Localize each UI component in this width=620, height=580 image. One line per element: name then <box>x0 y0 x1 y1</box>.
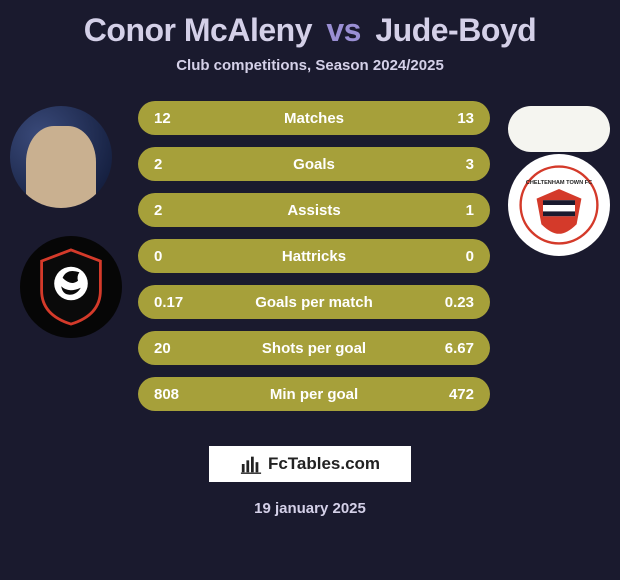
stat-value-p1: 2 <box>154 156 214 173</box>
stat-value-p1: 0 <box>154 248 214 265</box>
stat-value-p1: 2 <box>154 202 214 219</box>
stat-row: 2Assists1 <box>138 193 490 227</box>
stat-row: 2Goals3 <box>138 147 490 181</box>
stat-label: Assists <box>214 202 414 219</box>
bar-chart-icon <box>240 453 262 475</box>
shield-lion-icon <box>36 247 106 327</box>
stat-row: 12Matches13 <box>138 101 490 135</box>
stat-value-p1: 20 <box>154 340 214 357</box>
stat-label: Hattricks <box>214 248 414 265</box>
player2-name: Jude-Boyd <box>375 12 536 48</box>
stat-row: 808Min per goal472 <box>138 377 490 411</box>
club-crest-icon: CHELTENHAM TOWN FC <box>519 165 599 245</box>
player2-club-badge: CHELTENHAM TOWN FC <box>508 154 610 256</box>
subtitle: Club competitions, Season 2024/2025 <box>0 57 620 74</box>
stat-label: Matches <box>214 110 414 127</box>
source-badge: FcTables.com <box>207 444 413 484</box>
stat-value-p1: 0.17 <box>154 294 214 311</box>
stat-value-p1: 808 <box>154 386 214 403</box>
stat-label: Goals <box>214 156 414 173</box>
source-label: FcTables.com <box>268 454 380 474</box>
stat-label: Shots per goal <box>214 340 414 357</box>
stat-value-p2: 0.23 <box>414 294 474 311</box>
stat-value-p2: 13 <box>414 110 474 127</box>
stat-value-p2: 472 <box>414 386 474 403</box>
player2-avatar <box>508 106 610 152</box>
stat-value-p2: 6.67 <box>414 340 474 357</box>
player1-avatar <box>10 106 112 208</box>
player1-silhouette-icon <box>26 126 96 208</box>
stat-row: 20Shots per goal6.67 <box>138 331 490 365</box>
footer-date: 19 january 2025 <box>0 500 620 517</box>
stat-value-p2: 3 <box>414 156 474 173</box>
stat-row: 0Hattricks0 <box>138 239 490 273</box>
vs-separator: vs <box>326 12 361 48</box>
stat-value-p2: 0 <box>414 248 474 265</box>
stat-label: Goals per match <box>214 294 414 311</box>
stat-label: Min per goal <box>214 386 414 403</box>
club2-label: CHELTENHAM TOWN FC <box>526 180 592 186</box>
comparison-title: Conor McAleny vs Jude-Boyd <box>0 0 620 49</box>
stat-value-p2: 1 <box>414 202 474 219</box>
stat-row: 0.17Goals per match0.23 <box>138 285 490 319</box>
stat-rows-container: 12Matches132Goals32Assists10Hattricks00.… <box>138 101 490 423</box>
player1-name: Conor McAleny <box>84 12 312 48</box>
player1-club-badge <box>20 236 122 338</box>
stat-value-p1: 12 <box>154 110 214 127</box>
